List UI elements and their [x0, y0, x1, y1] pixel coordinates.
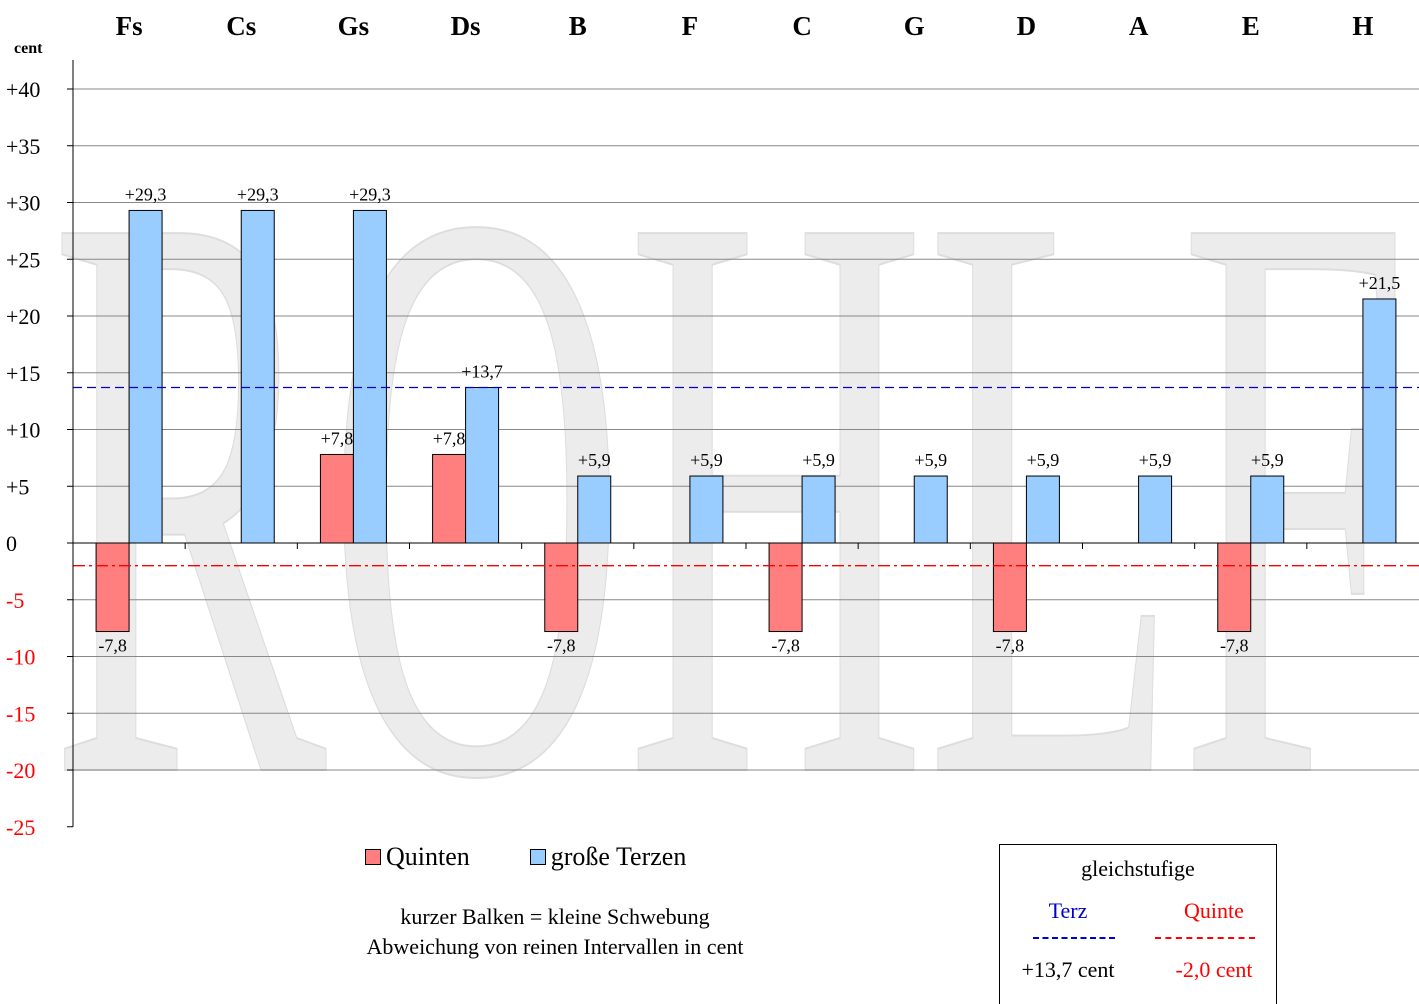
reference-lines	[73, 386, 1419, 567]
data-label: +7,8	[321, 428, 354, 448]
y-tick-label: +5	[6, 474, 29, 499]
note-line-2: Abweichung von reinen Intervallen in cen…	[366, 934, 744, 959]
data-label: +21,5	[1359, 273, 1401, 293]
bar	[319, 453, 354, 544]
legend-item-terzen: große Terzen	[529, 842, 687, 872]
watermark-text: ROHLF	[50, 40, 1410, 948]
data-label: +5,9	[1027, 450, 1060, 470]
data-label: +5,9	[690, 450, 723, 470]
bar	[352, 209, 387, 544]
category-label: Ds	[451, 11, 481, 41]
data-label: +5,9	[1139, 450, 1172, 470]
legend-swatch-terzen	[529, 849, 546, 865]
gridlines	[73, 88, 1419, 771]
bar	[240, 209, 275, 544]
bar	[128, 209, 163, 544]
category-label: E	[1242, 11, 1260, 41]
data-label: +5,9	[1251, 450, 1284, 470]
bar	[1250, 475, 1285, 544]
terz-line-sample	[1033, 937, 1115, 939]
watermark-logo: ROHLF	[49, 39, 1411, 949]
data-label: +5,9	[578, 450, 611, 470]
data-label: +29,3	[349, 184, 391, 204]
bar	[1362, 298, 1397, 544]
category-label: G	[904, 11, 925, 41]
axes: +40 +35 +30 +25 +20 +15 +10 +5 0 -5 -10 -15 -20 -25 ce…	[6, 11, 1373, 840]
bar	[1025, 475, 1060, 544]
category-label: Cs	[226, 11, 256, 41]
y-tick-label: +30	[6, 191, 40, 216]
legend-label-terzen: große Terzen	[550, 842, 687, 871]
y-tick-label: +15	[6, 361, 40, 386]
y-tick-label: +10	[6, 418, 40, 443]
bar	[544, 542, 579, 633]
bar	[689, 475, 724, 544]
bar	[913, 475, 948, 544]
legend-item-quinten: Quinten	[365, 842, 470, 872]
bar	[1217, 542, 1252, 633]
bar	[768, 542, 803, 633]
terz-label: Terz	[1048, 898, 1088, 923]
data-label: +5,9	[914, 450, 947, 470]
legend-swatch-quinten	[365, 849, 381, 865]
data-label: +7,8	[433, 428, 466, 448]
equal-temperament-box: gleichstufige Terz Quinte +13,7 cent -2,…	[999, 844, 1277, 1004]
category-label: D	[1017, 11, 1037, 41]
data-label: -7,8	[547, 636, 576, 656]
bars	[95, 209, 1397, 633]
y-tick-label: +40	[6, 77, 40, 102]
data-label: +5,9	[802, 450, 835, 470]
data-labels: -7,8 +7,8 +7,8 -7,8 -7,8 -7,8 -7,8 +29,3 +29,3 +2…	[98, 184, 1400, 655]
data-label: +13,7	[461, 362, 503, 382]
y-tick-label: -15	[6, 701, 35, 726]
quinte-line-sample	[1155, 937, 1255, 939]
y-axis-label: cent	[14, 40, 43, 57]
bar	[801, 475, 836, 544]
bar	[465, 387, 500, 544]
data-label: -7,8	[1220, 636, 1249, 656]
category-label: F	[682, 11, 699, 41]
quinte-value: -2,0 cent	[1175, 957, 1253, 982]
y-tick-label: -25	[6, 815, 35, 840]
y-tick-label: -10	[6, 645, 35, 670]
bar	[432, 453, 467, 544]
terz-value: +13,7 cent	[1021, 957, 1115, 982]
category-label: Fs	[116, 11, 143, 41]
category-label: A	[1129, 11, 1149, 41]
data-label: -7,8	[98, 636, 127, 656]
quinte-label: Quinte	[1184, 898, 1244, 923]
bar	[992, 542, 1027, 633]
category-label: C	[792, 11, 812, 41]
y-tick-label: -20	[6, 758, 35, 783]
bar	[1138, 475, 1173, 544]
y-tick-label: -5	[6, 588, 24, 613]
data-label: +29,3	[237, 184, 279, 204]
data-label: +29,3	[125, 184, 167, 204]
category-label: Gs	[338, 11, 370, 41]
y-tick-label: +25	[6, 247, 40, 272]
bar	[95, 542, 130, 633]
legend-label-quinten: Quinten	[386, 842, 470, 871]
chart-notes: kurzer Balken = kleine Schwebung Abweich…	[300, 902, 810, 962]
legend: Quinten große Terzen	[365, 842, 686, 872]
y-tick-label: 0	[6, 531, 17, 556]
data-label: -7,8	[996, 636, 1025, 656]
category-label: H	[1352, 11, 1373, 41]
y-tick-label: +20	[6, 304, 40, 329]
data-label: -7,8	[771, 636, 800, 656]
category-label: B	[569, 11, 587, 41]
y-tick-label: +35	[6, 134, 40, 159]
note-line-1: kurzer Balken = kleine Schwebung	[400, 904, 710, 929]
bar	[577, 475, 612, 544]
equal-temperament-title: gleichstufige	[1081, 856, 1195, 881]
